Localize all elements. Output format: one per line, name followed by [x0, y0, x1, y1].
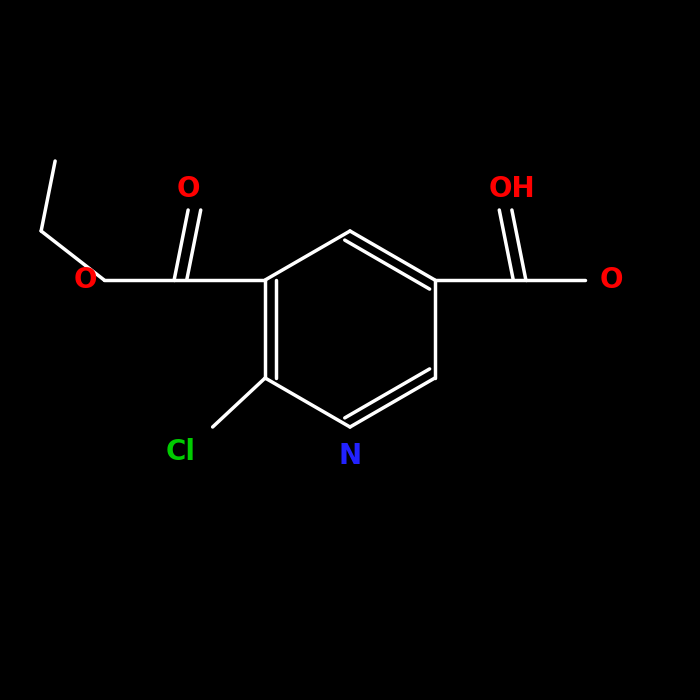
Text: N: N	[338, 442, 362, 470]
Text: OH: OH	[489, 175, 536, 203]
Text: O: O	[176, 175, 200, 203]
Text: O: O	[74, 266, 97, 294]
Text: Cl: Cl	[165, 438, 195, 466]
Text: O: O	[599, 266, 623, 294]
